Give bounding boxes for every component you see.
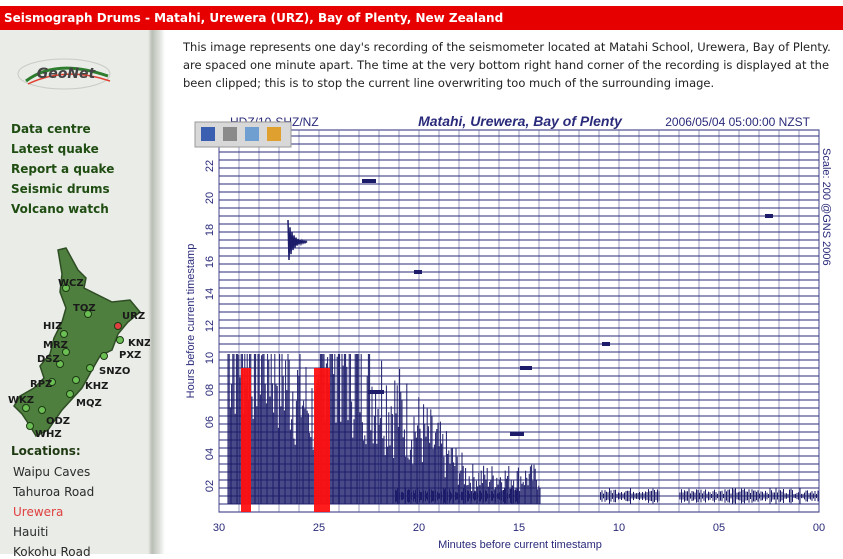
nav-link[interactable]: Data centre [11,122,91,136]
station-label[interactable]: DSZ [37,354,60,365]
station-dot[interactable] [84,310,92,318]
event-blob [765,214,773,218]
x-tick-label: 15 [513,522,525,534]
station-dot[interactable] [100,352,108,360]
x-tick-label: 00 [813,522,825,534]
y-tick-label: 02 [204,480,216,492]
station-label[interactable]: WHZ [35,429,62,440]
event-blob [602,342,610,346]
y-tick-label: 10 [204,352,216,364]
station-label[interactable]: MRZ [43,340,68,351]
station-label[interactable]: ODZ [46,416,70,427]
clip-band [314,368,330,512]
intro-line: This image represents one day's recordin… [183,40,831,54]
event-blob [362,179,376,183]
nav-link[interactable]: Report a quake [11,162,115,176]
event-blob [414,270,422,274]
x-tick-label: 30 [213,522,225,534]
y-tick-label: 04 [204,448,216,460]
y-tick-label: 08 [204,384,216,396]
page-header: Seismograph Drums - Matahi, Urewera (URZ… [0,6,843,30]
station-dot[interactable] [86,364,94,372]
location-link[interactable]: Kokohu Road [13,545,91,559]
sidebar: GeoNet Data centre Latest quake Report a q… [0,30,165,559]
station-label[interactable]: URZ [122,311,145,322]
station-label[interactable]: MQZ [76,398,102,409]
station-dot[interactable] [48,378,56,386]
intro-text: This image represents one day's recordin… [183,38,843,92]
station-dot[interactable] [66,390,74,398]
station-dot[interactable] [38,406,46,414]
station-label[interactable]: SNZO [99,366,130,377]
station-dot[interactable] [60,330,68,338]
folder-icon[interactable] [267,127,281,141]
nav-link[interactable]: Volcano watch [11,202,109,216]
print-icon[interactable] [223,127,237,141]
station-label[interactable]: KNZ [128,338,150,349]
island-shape [13,247,142,437]
logo[interactable]: GeoNet [16,54,116,94]
logo-text: GeoNet [37,66,97,82]
x-axis-label: Minutes before current timestamp [438,539,602,551]
y-tick-label: 12 [204,320,216,332]
event-blob [520,366,532,370]
y-tick-label: 06 [204,416,216,428]
x-tick-label: 25 [313,522,325,534]
station-label[interactable]: WCZ [58,278,84,289]
traces [227,179,819,512]
location-link[interactable]: Hauiti [13,525,49,539]
station-map: WCZ TOZ URZ HIZ KNZ MRZ PXZ DSZ SNZO RPZ KHZ WKZ MQZ… [8,247,150,440]
credit: Scale: 200 @GNS 2006 [820,148,832,266]
intro-line: are spaced one minute apart. The time at… [183,58,830,72]
noise-trace [394,488,819,504]
station-label[interactable]: TOZ [73,303,96,314]
y-tick-label: 22 [204,160,216,172]
station-dot[interactable] [62,348,70,356]
station-label[interactable]: PXZ [119,350,141,361]
y-tick-label: 16 [204,256,216,268]
station-dot[interactable] [56,360,64,368]
image-toolbar[interactable] [194,121,292,148]
station-dot[interactable] [114,322,122,330]
save-icon[interactable] [201,127,215,141]
station-dot[interactable] [22,404,30,412]
station-label[interactable]: RPZ [30,379,52,390]
nav-link[interactable]: Seismic drums [11,182,110,196]
seismogram: HDZ/10-SHZ/NZ Matahi, Urewera, Bay of Pl… [185,113,832,551]
station-label[interactable]: WKZ [8,395,34,406]
y-tick-label: 18 [204,224,216,236]
x-tick-label: 05 [713,522,725,534]
event-blob [368,390,384,394]
intro-line: been clipped; this is to stop the curren… [183,76,715,90]
station-dot[interactable] [116,336,124,344]
station-dot[interactable] [26,422,34,430]
location-link[interactable]: Urewera [13,505,64,519]
station-dot[interactable] [72,376,80,384]
locations-title: Locations: [11,444,81,458]
stations: WCZ TOZ URZ HIZ KNZ MRZ PXZ DSZ SNZO RPZ KHZ WKZ MQZ… [8,278,150,440]
location-link[interactable]: Waipu Caves [13,465,91,479]
location-link[interactable]: Tahuroa Road [13,485,95,499]
x-tick-label: 20 [413,522,425,534]
y-axis-label: Hours before current timestamp [185,244,197,399]
timestamp: 2006/05/04 05:00:00 NZST [665,115,810,129]
seis-title: Matahi, Urewera, Bay of Plenty [418,113,623,129]
x-tick-label: 10 [613,522,625,534]
station-label[interactable]: HIZ [43,321,62,332]
station-dot[interactable] [62,284,70,292]
clip-band [241,368,251,512]
mail-icon[interactable] [245,127,259,141]
y-tick-label: 20 [204,192,216,204]
event-trace [287,219,308,261]
event-blob [510,432,524,436]
y-tick-label: 14 [204,288,216,300]
station-label[interactable]: KHZ [85,381,108,392]
nav-link[interactable]: Latest quake [11,142,99,156]
